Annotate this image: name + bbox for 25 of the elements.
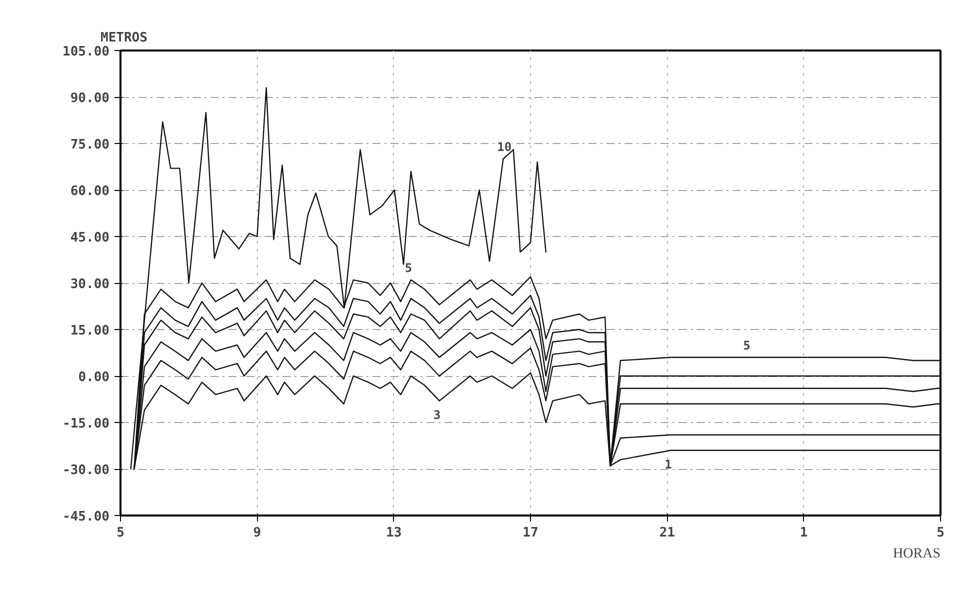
y-tick-label: -30.00 xyxy=(62,463,110,478)
y-tick-label: 90.00 xyxy=(70,91,110,106)
y-axis-title: METROS xyxy=(100,30,148,46)
annotation: 1 xyxy=(664,457,672,472)
y-tick-label: 15.00 xyxy=(70,324,110,338)
y-tick-label: 45.00 xyxy=(70,230,110,246)
y-tick-label: 0.00 xyxy=(78,370,110,385)
y-tick-label: -15.00 xyxy=(62,416,110,432)
x-axis-title: HORAS xyxy=(893,546,941,562)
x-tick-label: 5 xyxy=(116,526,124,540)
y-tick-label: -45.00 xyxy=(62,510,110,524)
annotation: 10 xyxy=(497,140,512,154)
x-tick-label: 21 xyxy=(659,526,676,540)
x-tick-label: 17 xyxy=(522,526,538,540)
x-tick-label: 9 xyxy=(253,526,262,540)
annotation: 3 xyxy=(433,408,441,422)
y-tick-label: 30.00 xyxy=(70,277,110,292)
x-tick-label: 5 xyxy=(936,526,944,540)
x-tick-label: 1 xyxy=(800,526,808,540)
annotation: 5 xyxy=(404,260,412,275)
annotation: 5 xyxy=(743,338,750,352)
y-tick-label: 105.00 xyxy=(62,44,110,60)
y-tick-label: 75.00 xyxy=(70,138,110,152)
x-tick-label: 13 xyxy=(386,526,402,540)
y-tick-label: 60.00 xyxy=(70,184,110,199)
